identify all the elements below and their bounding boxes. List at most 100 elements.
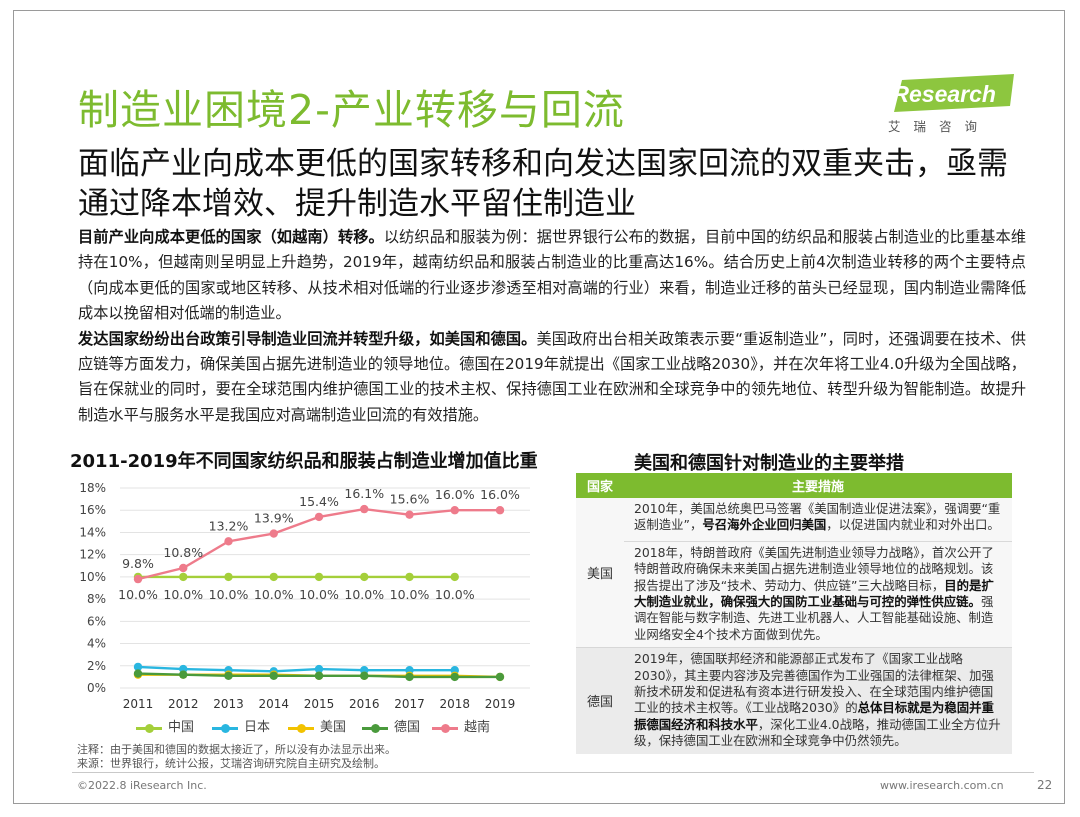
data-point bbox=[360, 572, 369, 582]
chart-footnote: 注释：由于美国和德国的数据太接近了，所以没有办法显示出来。 来源：世界银行，统计… bbox=[77, 743, 597, 771]
x-tick-label: 2012 bbox=[168, 697, 199, 711]
data-label: 16.0% bbox=[480, 487, 520, 502]
table-header-measures: 主要措施 bbox=[624, 473, 1012, 498]
page-subtitle: 面临产业向成本更低的国家转移和向发达国家回流的双重夹击，亟需通过降本增效、提升制… bbox=[78, 146, 1008, 222]
paragraph-2-lead: 发达国家纷纷出台政策引导制造业回流并转型升级，如美国和德国。 bbox=[78, 329, 537, 348]
data-label: 9.8% bbox=[122, 556, 154, 571]
data-point bbox=[360, 671, 369, 680]
data-point bbox=[269, 529, 278, 538]
y-tick-label: 6% bbox=[87, 614, 106, 628]
legend-swatch-dot bbox=[441, 724, 450, 733]
chart-legend: 中国 日本 美国 德国 越南 bbox=[136, 719, 536, 737]
x-tick-label: 2018 bbox=[439, 697, 470, 711]
data-point bbox=[269, 572, 278, 582]
data-point bbox=[450, 506, 459, 515]
data-label: 15.4% bbox=[299, 494, 339, 509]
legend-swatch-dot bbox=[297, 724, 306, 733]
us-measure-2018: 2018年，特朗普政府《美国先进制造业领导力战略》，首次公开了特朗普政府确保未来… bbox=[624, 542, 1012, 647]
table-header-row: 国家 主要措施 bbox=[576, 473, 1012, 498]
data-point bbox=[179, 563, 188, 573]
footer-url[interactable]: www.iresearch.com.cn bbox=[880, 779, 1004, 792]
data-label: 10.0% bbox=[344, 587, 384, 602]
data-point bbox=[314, 664, 324, 674]
x-tick-label: 2013 bbox=[213, 697, 244, 711]
data-point bbox=[133, 669, 143, 678]
legend-label: 日本 bbox=[244, 720, 271, 735]
data-point bbox=[314, 572, 324, 582]
data-label: 16.0% bbox=[435, 487, 475, 502]
paragraph-1-lead: 目前产业向成本更低的国家（如越南）转移。 bbox=[78, 228, 384, 246]
us-measure-2018-tail: 强调在智能与数字制造、先进工业机器人、人工智能基础设施、制造业网络安全4个技术方… bbox=[634, 594, 994, 642]
us-measure-2010-tail: ，以促进国内就业和对外出口。 bbox=[826, 517, 1000, 533]
chart-title: 2011-2019年不同国家纺织品和服装占制造业增加值比重 bbox=[70, 451, 538, 472]
us-measure-2010: 2010年，美国总统奥巴马签署《美国制造业促进法案》，强调要“重返制造业”，号召… bbox=[624, 498, 1012, 538]
x-tick-label: 2016 bbox=[349, 697, 380, 711]
data-point bbox=[405, 510, 414, 519]
table-cell-country-us: 美国 bbox=[576, 498, 624, 649]
legend-swatch-dot bbox=[221, 724, 230, 733]
paragraph-2: 发达国家纷纷出台政策引导制造业回流并转型升级，如美国和德国。美国政府出台相关政策… bbox=[78, 327, 1026, 429]
y-tick-label: 4% bbox=[87, 637, 106, 651]
table-cell-country-de: 德国 bbox=[586, 695, 613, 711]
data-point bbox=[179, 670, 188, 679]
data-point bbox=[133, 662, 143, 672]
footer-divider bbox=[72, 772, 1034, 773]
chart-source: 来源：世界银行，统计公报，艾瑞咨询研究院自主研究及绘制。 bbox=[77, 757, 385, 770]
measures-table: 国家 主要措施 美国 2010年，美国总统奥巴马签署《美国制造业促进法案》，强调… bbox=[576, 473, 1012, 754]
page-title: 制造业困境2-产业转移与回流 bbox=[78, 86, 625, 134]
data-label: 10.0% bbox=[163, 587, 203, 602]
measure-divider bbox=[624, 540, 1012, 542]
y-tick-label: 18% bbox=[79, 481, 106, 495]
x-tick-label: 2015 bbox=[304, 697, 335, 711]
logo-brand-text: iResearch bbox=[886, 81, 996, 107]
y-tick-label: 0% bbox=[87, 681, 106, 695]
data-point bbox=[314, 512, 324, 522]
legend-label: 越南 bbox=[464, 720, 491, 735]
data-point bbox=[405, 572, 414, 582]
y-tick-label: 2% bbox=[87, 659, 106, 673]
data-point bbox=[224, 537, 233, 546]
de-measure-2019-text: 2019年，德国联邦经济和能源部正式发布了《国家工业战略2030》，其主要内容涉… bbox=[634, 651, 994, 716]
line-chart: 0% 2% 4% 6% 8% 10% 12% 14% 16% 18% 2011 2012 2013 201… bbox=[79, 481, 530, 711]
legend-label: 中国 bbox=[168, 720, 195, 735]
us-measure-2018-highlight: 目的是扩大制造业就业，确保强大的国防工业基础与可控的弹性供应链。 bbox=[634, 577, 994, 610]
legend-swatch-dot bbox=[371, 724, 380, 733]
y-tick-label: 14% bbox=[79, 525, 106, 539]
legend-swatch-dot bbox=[145, 724, 154, 733]
x-tick-label: 2014 bbox=[258, 697, 289, 711]
data-point bbox=[133, 574, 143, 584]
data-label: 10.0% bbox=[299, 587, 339, 602]
data-point bbox=[450, 572, 459, 582]
footer-copyright: ©2022.8 iResearch Inc. bbox=[77, 779, 207, 792]
data-point bbox=[405, 672, 414, 682]
data-point bbox=[450, 672, 459, 682]
data-point bbox=[495, 506, 505, 515]
x-tick-label: 2017 bbox=[394, 697, 425, 711]
y-tick-label: 12% bbox=[79, 548, 106, 562]
data-label: 16.1% bbox=[344, 486, 384, 501]
us-measure-2010-highlight: 号召海外企业回归美国 bbox=[702, 517, 827, 533]
de-measure-2019-tail: ，深化工业4.0战略，推动德国工业全方位升级，保持德国工业在欧洲和全球竞争中仍然… bbox=[634, 716, 1001, 749]
paragraph-1: 目前产业向成本更低的国家（如越南）转移。以纺织品和服装为例：据世界银行公布的数据… bbox=[78, 225, 1026, 327]
us-measure-2018-text: 2018年，特朗普政府《美国先进制造业领导力战略》，首次公开了特朗普政府确保未来… bbox=[634, 544, 994, 593]
de-measure-2019: 2019年，德国联邦经济和能源部正式发布了《国家工业战略2030》，其主要内容涉… bbox=[624, 648, 1012, 753]
paragraph-1-text: 以纺织品和服装为例：据世界银行公布的数据，目前中国的纺织品和服装占制造业的比重基… bbox=[78, 228, 1027, 323]
table-header-country: 国家 bbox=[576, 473, 624, 498]
y-tick-label: 8% bbox=[87, 592, 106, 606]
y-tick-label: 16% bbox=[79, 503, 106, 517]
us-measure-2010-text: 2010年，美国总统奥巴马签署《美国制造业促进法案》，强调要“重返制造业”， bbox=[634, 501, 1001, 533]
logo-icon: iResearch bbox=[886, 74, 1014, 112]
x-tick-label: 2011 bbox=[123, 697, 154, 711]
table-row-us: 美国 2010年，美国总统奥巴马签署《美国制造业促进法案》，强调要“重返制造业”… bbox=[576, 498, 1012, 649]
data-point bbox=[360, 504, 369, 514]
data-point bbox=[314, 671, 324, 680]
chart-note: 注释：由于美国和德国的数据太接近了，所以没有办法显示出来。 bbox=[77, 743, 396, 756]
data-label: 13.9% bbox=[254, 511, 294, 526]
de-measure-2019-highlight: 总体目标就是为稳固并重振德国经济和科技水平 bbox=[634, 700, 994, 732]
table-title: 美国和德国针对制造业的主要举措 bbox=[634, 453, 904, 474]
data-label: 10.0% bbox=[209, 587, 249, 602]
body-text: 目前产业向成本更低的国家（如越南）转移。以纺织品和服装为例：据世界银行公布的数据… bbox=[78, 225, 1026, 428]
logo-cn-text: 艾瑞咨询 bbox=[888, 119, 991, 134]
y-tick-label: 10% bbox=[79, 570, 106, 584]
data-point bbox=[224, 671, 233, 680]
